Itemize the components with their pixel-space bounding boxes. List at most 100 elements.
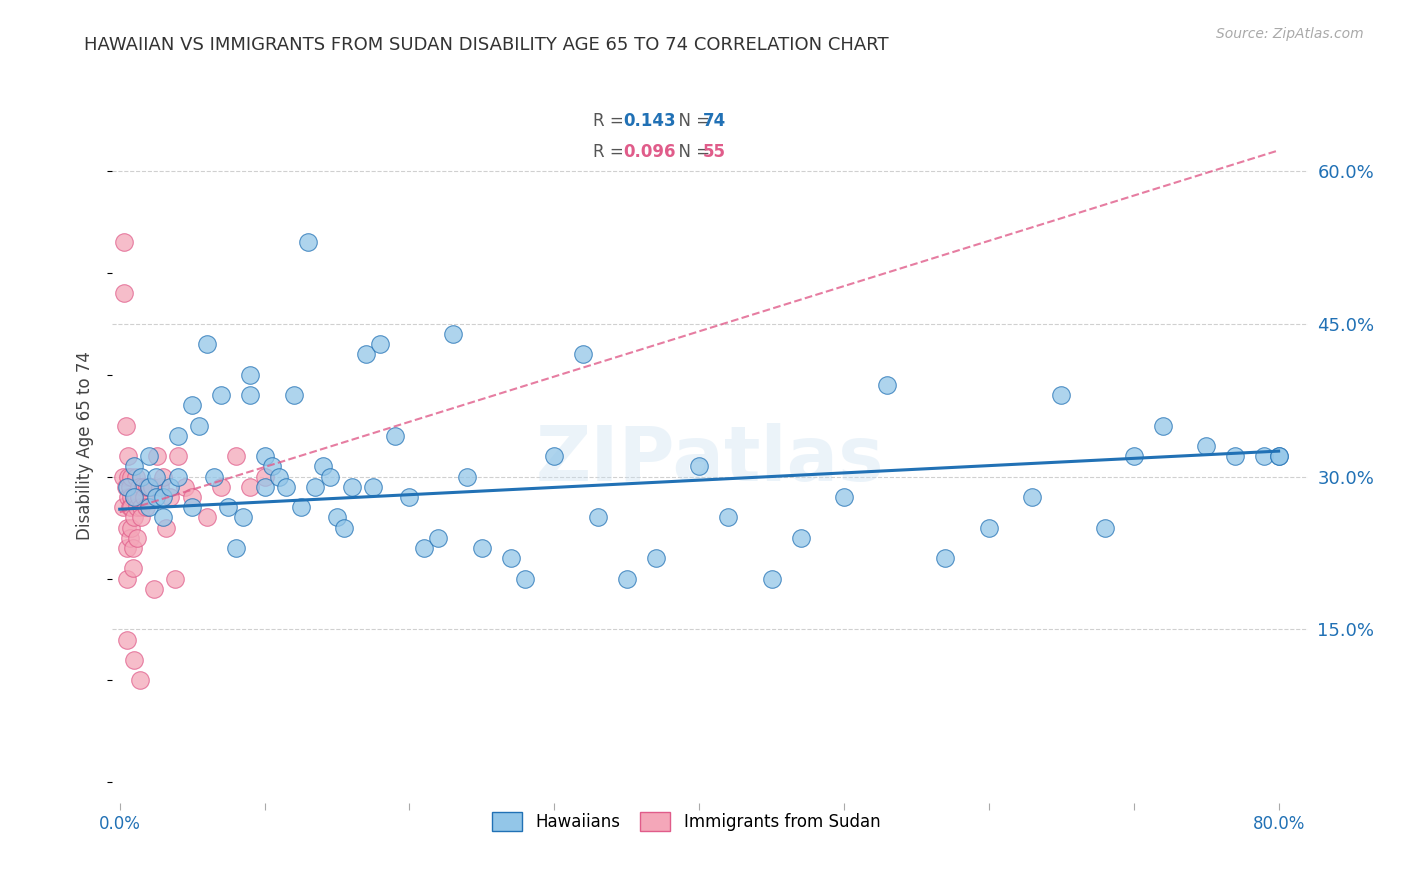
Legend: Hawaiians, Immigrants from Sudan: Hawaiians, Immigrants from Sudan bbox=[478, 798, 894, 845]
Point bbox=[267, 469, 290, 483]
Text: 74: 74 bbox=[703, 112, 725, 130]
Point bbox=[135, 500, 157, 515]
Point bbox=[789, 531, 811, 545]
Point bbox=[136, 480, 159, 494]
Point bbox=[413, 541, 436, 555]
Text: HAWAIIAN VS IMMIGRANTS FROM SUDAN DISABILITY AGE 65 TO 74 CORRELATION CHART: HAWAIIAN VS IMMIGRANTS FROM SUDAN DISABI… bbox=[84, 36, 889, 54]
Point bbox=[122, 490, 145, 504]
Point bbox=[166, 429, 188, 443]
Point bbox=[761, 572, 783, 586]
Point bbox=[181, 398, 204, 412]
Point bbox=[876, 377, 898, 392]
Point bbox=[166, 469, 188, 483]
Point bbox=[427, 531, 450, 545]
Point bbox=[120, 520, 142, 534]
Point bbox=[333, 520, 356, 534]
Point bbox=[253, 449, 276, 463]
Point bbox=[152, 490, 174, 504]
Point bbox=[1021, 490, 1043, 504]
Point bbox=[159, 480, 181, 494]
Point bbox=[832, 490, 855, 504]
Point bbox=[239, 368, 262, 382]
Point bbox=[145, 490, 167, 504]
Point bbox=[239, 388, 262, 402]
Point bbox=[717, 510, 740, 524]
Text: 0.143: 0.143 bbox=[623, 112, 675, 130]
Point bbox=[121, 561, 143, 575]
Point bbox=[138, 449, 160, 463]
Point bbox=[688, 459, 710, 474]
Point bbox=[1152, 418, 1174, 433]
Text: Source: ZipAtlas.com: Source: ZipAtlas.com bbox=[1216, 27, 1364, 41]
Point bbox=[127, 500, 149, 515]
Point bbox=[131, 500, 153, 515]
Point bbox=[129, 673, 152, 688]
Point bbox=[260, 459, 283, 474]
Point bbox=[253, 480, 276, 494]
Point bbox=[572, 347, 595, 361]
Text: ZIPatlas: ZIPatlas bbox=[536, 424, 884, 497]
Point bbox=[117, 449, 139, 463]
Point bbox=[122, 490, 145, 504]
Point bbox=[644, 551, 666, 566]
Point bbox=[124, 469, 146, 483]
Point bbox=[297, 235, 319, 249]
Point bbox=[121, 541, 143, 555]
Point bbox=[145, 469, 167, 483]
Point bbox=[934, 551, 956, 566]
Point bbox=[138, 500, 160, 515]
Point bbox=[120, 469, 142, 483]
Point bbox=[232, 510, 254, 524]
Point bbox=[217, 500, 239, 515]
Point bbox=[225, 541, 247, 555]
Text: 0.096: 0.096 bbox=[623, 143, 675, 161]
Point bbox=[283, 388, 305, 402]
Point bbox=[586, 510, 609, 524]
Point bbox=[181, 490, 204, 504]
Text: N =: N = bbox=[668, 143, 716, 161]
Point bbox=[128, 490, 150, 504]
Point bbox=[152, 469, 174, 483]
Point bbox=[115, 480, 138, 494]
Point bbox=[128, 480, 150, 494]
Point bbox=[138, 480, 160, 494]
Point bbox=[1267, 449, 1289, 463]
Point bbox=[543, 449, 565, 463]
Point bbox=[120, 500, 142, 515]
Text: R =: R = bbox=[593, 112, 628, 130]
Point bbox=[152, 510, 174, 524]
Point bbox=[174, 480, 197, 494]
Point bbox=[398, 490, 420, 504]
Point bbox=[1223, 449, 1246, 463]
Point bbox=[118, 480, 141, 494]
Point bbox=[195, 337, 218, 351]
Point bbox=[114, 480, 136, 494]
Point bbox=[977, 520, 1000, 534]
Point bbox=[326, 510, 349, 524]
Point bbox=[141, 480, 163, 494]
Point bbox=[1195, 439, 1218, 453]
Point bbox=[209, 480, 232, 494]
Point bbox=[471, 541, 494, 555]
Point bbox=[499, 551, 522, 566]
Point bbox=[124, 490, 146, 504]
Point bbox=[361, 480, 384, 494]
Point bbox=[441, 326, 464, 341]
Point bbox=[195, 510, 218, 524]
Point bbox=[1253, 449, 1275, 463]
Point bbox=[143, 582, 166, 596]
Point bbox=[131, 510, 153, 524]
Point bbox=[304, 480, 326, 494]
Point bbox=[202, 469, 225, 483]
Point bbox=[616, 572, 638, 586]
Point bbox=[456, 469, 478, 483]
Point bbox=[163, 572, 186, 586]
Point bbox=[122, 459, 145, 474]
Point bbox=[340, 480, 363, 494]
Point bbox=[127, 531, 149, 545]
Point bbox=[181, 500, 204, 515]
Y-axis label: Disability Age 65 to 74: Disability Age 65 to 74 bbox=[76, 351, 94, 541]
Point bbox=[239, 480, 262, 494]
Point bbox=[118, 531, 141, 545]
Point bbox=[138, 480, 160, 494]
